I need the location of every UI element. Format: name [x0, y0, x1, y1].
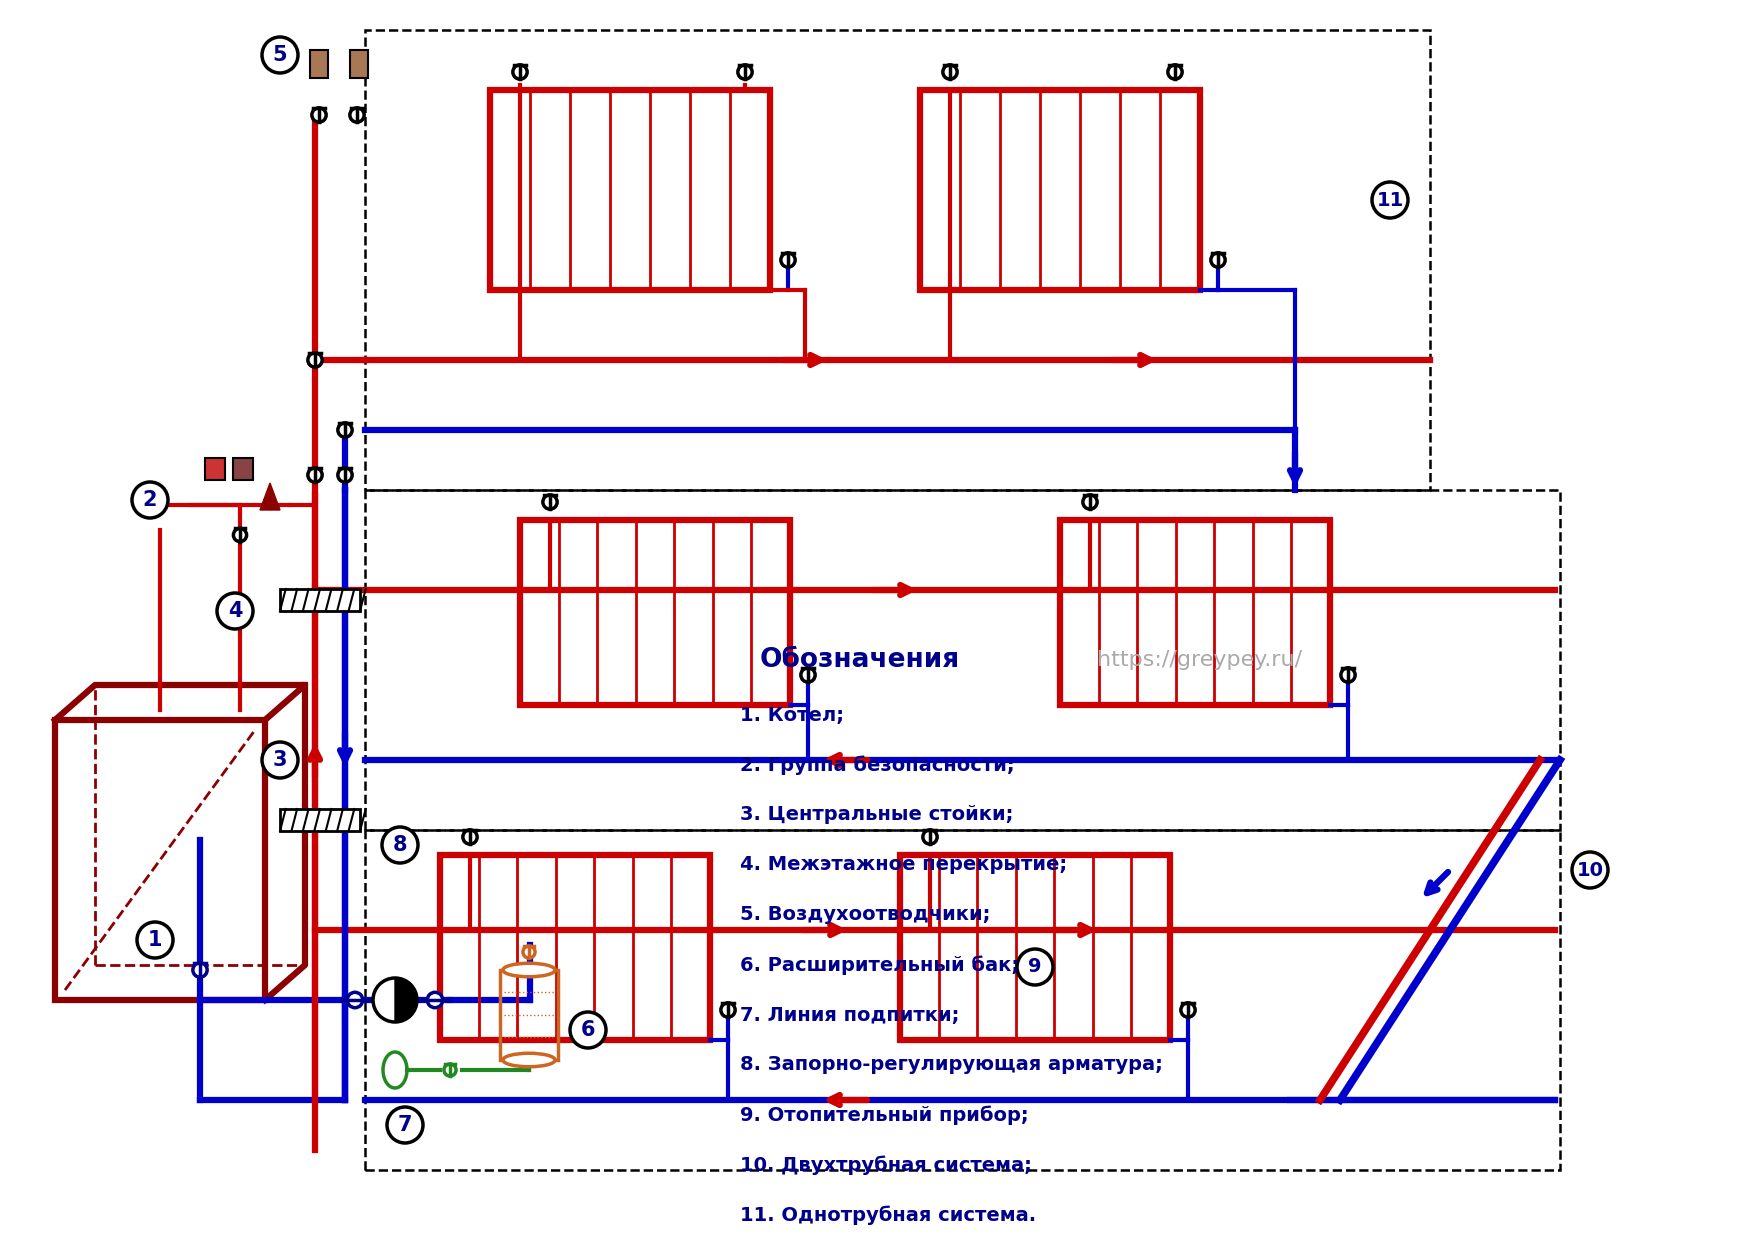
Text: 11: 11: [1377, 191, 1403, 210]
Circle shape: [233, 528, 247, 542]
Circle shape: [512, 64, 528, 79]
Text: 3: 3: [274, 750, 288, 770]
Bar: [500, 970, 558, 1060]
Circle shape: [802, 668, 816, 682]
Bar: [519, 520, 789, 706]
Circle shape: [428, 992, 442, 1008]
Circle shape: [1572, 852, 1608, 888]
Text: 6. Расширительный бак;: 6. Расширительный бак;: [740, 955, 1019, 975]
Bar: [281, 808, 360, 831]
Text: 9. Отопительный прибор;: 9. Отопительный прибор;: [740, 1105, 1028, 1125]
Bar: [310, 50, 328, 78]
Polygon shape: [395, 978, 417, 1022]
Circle shape: [347, 992, 363, 1008]
Ellipse shape: [503, 963, 554, 977]
Text: 7: 7: [398, 1115, 412, 1135]
Circle shape: [1210, 253, 1224, 267]
Circle shape: [738, 64, 752, 79]
Circle shape: [1372, 182, 1408, 218]
Text: 8: 8: [393, 835, 407, 856]
Circle shape: [570, 1012, 605, 1048]
Bar: [351, 50, 368, 78]
Bar: [489, 91, 770, 290]
Circle shape: [309, 467, 323, 482]
Circle shape: [1082, 495, 1098, 510]
Bar: [365, 830, 1559, 1171]
Circle shape: [312, 108, 326, 123]
Circle shape: [721, 1003, 735, 1017]
Circle shape: [193, 962, 207, 977]
Circle shape: [1168, 64, 1182, 79]
Text: Обозначения: Обозначения: [759, 647, 959, 673]
Circle shape: [349, 108, 365, 123]
Text: 10: 10: [1577, 861, 1603, 879]
Text: 8. Запорно-регулирующая арматура;: 8. Запорно-регулирующая арматура;: [740, 1055, 1163, 1075]
Bar: [205, 458, 225, 480]
Circle shape: [374, 978, 417, 1022]
Circle shape: [339, 423, 353, 438]
Bar: [900, 856, 1170, 1040]
Circle shape: [132, 482, 168, 518]
Bar: [54, 720, 265, 999]
Circle shape: [463, 830, 477, 844]
Text: 6: 6: [581, 1021, 595, 1040]
Circle shape: [339, 467, 353, 482]
Text: 1. Котел;: 1. Котел;: [740, 706, 844, 724]
Circle shape: [1017, 949, 1052, 985]
Ellipse shape: [503, 1053, 554, 1066]
Text: 4: 4: [228, 601, 242, 621]
Circle shape: [923, 830, 937, 844]
Bar: [365, 490, 1559, 830]
Circle shape: [217, 593, 253, 629]
Text: 4. Межэтажное перекрытие;: 4. Межэтажное перекрытие;: [740, 856, 1066, 874]
Text: 2: 2: [142, 490, 158, 510]
Text: 11. Однотрубная система.: 11. Однотрубная система.: [740, 1205, 1037, 1225]
Text: 10. Двухтрубная система;: 10. Двухтрубная система;: [740, 1156, 1031, 1174]
Circle shape: [1340, 668, 1356, 682]
Circle shape: [1180, 1003, 1194, 1017]
Circle shape: [388, 1107, 423, 1143]
Circle shape: [137, 923, 174, 959]
Text: https://greypey.ru/: https://greypey.ru/: [1098, 650, 1303, 670]
Circle shape: [382, 827, 417, 863]
Bar: [233, 458, 253, 480]
Text: 3. Центральные стойки;: 3. Центральные стойки;: [740, 806, 1014, 825]
Circle shape: [309, 353, 323, 367]
Bar: [281, 589, 360, 611]
Bar: [1059, 520, 1330, 706]
Bar: [365, 30, 1430, 490]
Circle shape: [261, 37, 298, 73]
Circle shape: [523, 946, 535, 959]
Text: 2. Группа безопасности;: 2. Группа безопасности;: [740, 755, 1014, 775]
Circle shape: [542, 495, 558, 510]
Bar: [921, 91, 1200, 290]
Text: 1: 1: [147, 930, 163, 950]
Polygon shape: [260, 484, 281, 510]
Text: 5: 5: [272, 45, 288, 64]
Circle shape: [781, 253, 795, 267]
Text: 9: 9: [1028, 957, 1042, 977]
Circle shape: [944, 64, 958, 79]
Circle shape: [444, 1064, 456, 1076]
Text: 7. Линия подпитки;: 7. Линия подпитки;: [740, 1006, 959, 1024]
Text: 5. Воздухоотводчики;: 5. Воздухоотводчики;: [740, 905, 991, 925]
Bar: [440, 856, 710, 1040]
Circle shape: [261, 742, 298, 777]
